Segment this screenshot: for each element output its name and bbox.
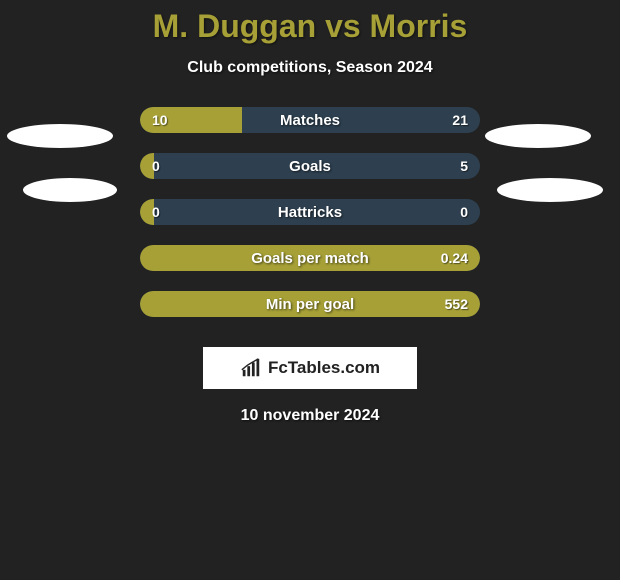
bar-row: 0.24Goals per match <box>140 245 480 271</box>
bar-row: 1021Matches <box>140 107 480 133</box>
logo-box: FcTables.com <box>203 347 417 389</box>
bar-label: Matches <box>140 107 480 133</box>
bar-label: Goals <box>140 153 480 179</box>
page-subtitle: Club competitions, Season 2024 <box>0 59 620 77</box>
page-date: 10 november 2024 <box>0 407 620 425</box>
logo-text: FcTables.com <box>268 358 380 378</box>
bar-row: 00Hattricks <box>140 199 480 225</box>
bar-chart-icon <box>240 357 262 379</box>
decorative-ellipse <box>485 124 591 148</box>
decorative-ellipse <box>23 178 117 202</box>
bar-row: 552Min per goal <box>140 291 480 317</box>
decorative-ellipse <box>497 178 603 202</box>
bar-label: Goals per match <box>140 245 480 271</box>
page-title: M. Duggan vs Morris <box>0 0 620 45</box>
bar-label: Hattricks <box>140 199 480 225</box>
decorative-ellipse <box>7 124 113 148</box>
bar-label: Min per goal <box>140 291 480 317</box>
bar-row: 05Goals <box>140 153 480 179</box>
